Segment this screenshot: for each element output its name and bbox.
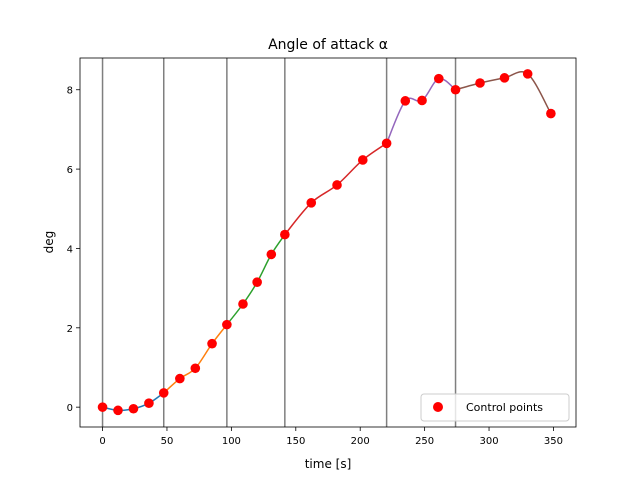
control-point xyxy=(381,138,392,149)
control-point xyxy=(475,78,485,88)
control-point xyxy=(522,69,533,79)
control-point xyxy=(113,405,123,416)
control-point xyxy=(400,96,411,106)
phase-boundary-lines xyxy=(101,58,457,427)
legend-marker xyxy=(433,402,443,412)
axes-background xyxy=(80,58,576,427)
control-point xyxy=(499,73,510,83)
control-point xyxy=(332,180,342,190)
control-point xyxy=(417,95,427,106)
control-point xyxy=(266,249,277,260)
x-tick-label: 250 xyxy=(415,436,434,447)
y-tick-label: 8 xyxy=(67,86,73,97)
x-axis-ticks: 0 50 100 150 200 250 300 350 xyxy=(99,427,563,447)
control-point xyxy=(546,108,556,119)
control-point xyxy=(207,338,217,349)
y-tick-label: 2 xyxy=(67,324,73,335)
plot-area xyxy=(79,57,577,428)
y-axis-ticks: 0 2 4 6 8 xyxy=(67,86,80,414)
control-point xyxy=(238,299,248,309)
control-point-markers xyxy=(97,69,556,416)
x-tick-label: 300 xyxy=(479,436,498,447)
control-point xyxy=(128,403,139,414)
control-point xyxy=(357,155,368,165)
x-tick-label: 350 xyxy=(544,436,563,447)
control-point xyxy=(280,229,290,240)
x-tick-label: 50 xyxy=(161,436,174,447)
y-tick-label: 6 xyxy=(67,165,73,176)
legend: Control points xyxy=(420,393,570,422)
x-tick-label: 200 xyxy=(351,436,370,447)
control-point xyxy=(450,84,461,95)
control-point xyxy=(433,73,444,84)
legend-box xyxy=(420,393,570,422)
control-point xyxy=(144,398,154,408)
axes-frame xyxy=(79,57,577,428)
control-point xyxy=(222,319,232,330)
y-axis-label: deg xyxy=(42,231,56,254)
y-tick-label: 4 xyxy=(67,244,73,255)
x-tick-label: 100 xyxy=(222,436,241,447)
x-axis-label: time [s] xyxy=(305,457,352,471)
chart-title: Angle of attack α xyxy=(268,37,388,53)
control-point xyxy=(252,277,262,287)
x-tick-label: 0 xyxy=(99,436,105,447)
control-point xyxy=(97,402,108,412)
control-point xyxy=(306,198,317,208)
legend-label: Control points xyxy=(466,401,543,414)
x-tick-label: 150 xyxy=(286,436,305,447)
control-point xyxy=(190,363,201,374)
y-tick-label: 0 xyxy=(67,403,73,414)
control-point xyxy=(158,388,169,398)
control-point xyxy=(175,373,185,384)
